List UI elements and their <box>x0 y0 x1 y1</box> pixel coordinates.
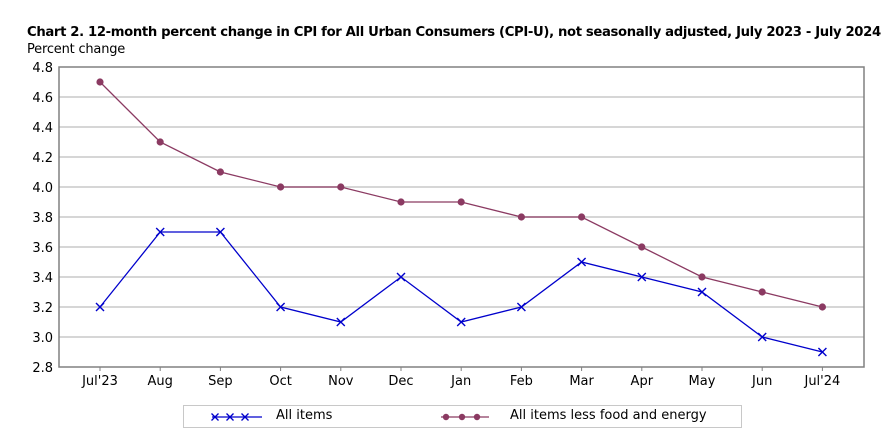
data-point <box>156 138 164 146</box>
y-tick-label: 4.0 <box>32 181 53 196</box>
x-tick-label: May <box>689 374 716 389</box>
data-point <box>155 227 165 237</box>
y-tick-label: 3.0 <box>32 331 53 346</box>
data-point <box>698 273 706 281</box>
x-marker-stroke <box>577 257 587 267</box>
x-tick-label: Jul'23 <box>81 374 118 389</box>
data-point <box>818 303 827 311</box>
legend-swatch-all-items <box>211 413 262 421</box>
x-marker-stroke <box>241 413 249 421</box>
data-point <box>457 198 465 206</box>
data-point <box>697 287 707 297</box>
x-marker-stroke <box>637 272 647 282</box>
y-tick-label: 4.2 <box>32 151 53 166</box>
y-tick-label: 4.6 <box>32 91 53 106</box>
x-tick-label: Mar <box>569 374 594 389</box>
legend-marker <box>226 413 234 421</box>
y-tick-label: 4.8 <box>32 61 53 76</box>
x-marker-stroke <box>336 317 346 327</box>
x-marker-stroke <box>155 227 165 237</box>
legend: All items All items less food and energy <box>183 405 742 428</box>
x-marker-stroke <box>817 347 827 357</box>
legend-label-all-items: All items <box>276 408 333 423</box>
data-point <box>336 317 346 327</box>
y-tick-label: 2.8 <box>32 361 53 376</box>
data-point <box>95 302 105 312</box>
x-marker-stroke <box>757 332 767 342</box>
x-marker-stroke <box>215 227 225 237</box>
x-marker-stroke <box>456 317 466 327</box>
data-point <box>456 317 466 327</box>
x-marker-stroke <box>276 302 286 312</box>
x-tick-label: Nov <box>328 374 354 389</box>
x-tick-label: Sep <box>208 374 233 389</box>
x-tick-label: Feb <box>510 374 533 389</box>
data-point <box>517 213 526 221</box>
chart-title: Chart 2. 12-month percent change in CPI … <box>27 25 881 40</box>
x-marker-stroke <box>396 272 406 282</box>
x-tick-label: Apr <box>631 374 654 389</box>
x-tick-label: Aug <box>148 374 173 389</box>
y-tick-label: 3.6 <box>32 241 53 256</box>
legend-marker <box>458 413 466 421</box>
series <box>95 78 827 357</box>
gridlines <box>59 67 864 367</box>
data-point <box>757 332 767 342</box>
series-all-items <box>95 227 827 357</box>
legend-marker <box>473 413 481 421</box>
y-tick-label: 3.4 <box>32 271 53 286</box>
x-marker-stroke <box>516 302 526 312</box>
data-point <box>516 302 526 312</box>
x-marker-stroke <box>226 413 234 421</box>
x-tick-label: Jan <box>450 374 471 389</box>
x-tick-label: Jul'24 <box>803 374 840 389</box>
data-point <box>337 183 345 191</box>
data-point <box>817 347 827 357</box>
legend-swatches <box>211 413 489 421</box>
x-tick-label: Dec <box>388 374 413 389</box>
y-axis-title: Percent change <box>27 42 126 57</box>
data-point <box>215 227 225 237</box>
y-tick-label: 3.2 <box>32 301 53 316</box>
data-point <box>637 272 647 282</box>
y-axis-ticks: 2.8 3.0 3.2 3.4 3.6 3.8 4.0 4.2 4.4 4.6 4.8 <box>32 61 53 376</box>
legend-marker <box>211 413 219 421</box>
x-marker-stroke <box>697 287 707 297</box>
data-point <box>578 213 586 221</box>
data-point <box>638 243 646 251</box>
x-marker-stroke <box>211 413 219 421</box>
series-core <box>96 78 827 311</box>
x-marker-stroke <box>95 302 105 312</box>
data-point <box>396 272 406 282</box>
legend-label-core: All items less food and energy <box>510 408 707 423</box>
data-point <box>397 198 405 206</box>
data-point <box>758 288 766 296</box>
x-tick-label: Oct <box>269 374 291 389</box>
legend-marker <box>241 413 249 421</box>
y-tick-label: 3.8 <box>32 211 53 226</box>
legend-marker <box>442 413 450 421</box>
x-axis-ticks: Jul'23 Aug Sep Oct Nov Dec Jan Feb Mar Apr May Jun J… <box>81 367 840 389</box>
legend-swatch-core <box>441 413 489 421</box>
y-tick-label: 4.4 <box>32 121 53 136</box>
x-tick-label: Jun <box>751 374 772 389</box>
data-point <box>277 183 285 191</box>
data-point <box>276 302 286 312</box>
data-point <box>216 168 224 176</box>
data-point <box>577 257 587 267</box>
data-point <box>96 78 104 86</box>
